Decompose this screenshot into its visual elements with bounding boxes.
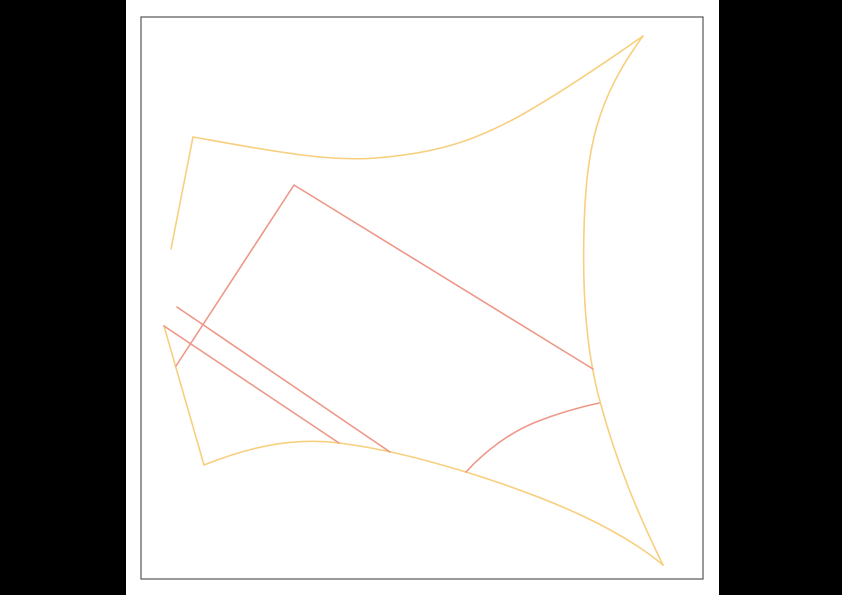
yellow-outline-group bbox=[163, 35, 664, 566]
outline-left-top bbox=[170, 136, 194, 250]
page bbox=[126, 0, 719, 595]
frame-border bbox=[140, 16, 704, 580]
outline-bottom-edge bbox=[203, 440, 664, 566]
drawing-canvas bbox=[140, 16, 704, 580]
red-diagonal-line-2 bbox=[176, 306, 391, 453]
red-lines-group bbox=[163, 184, 600, 473]
outline-top-edge bbox=[192, 35, 644, 160]
red-lower-arc bbox=[465, 402, 600, 473]
outline-left-lower bbox=[163, 325, 205, 466]
red-diagonal-line-1 bbox=[163, 325, 340, 444]
red-rectangle-polyline bbox=[175, 184, 594, 370]
outline-right-edge bbox=[582, 35, 664, 566]
